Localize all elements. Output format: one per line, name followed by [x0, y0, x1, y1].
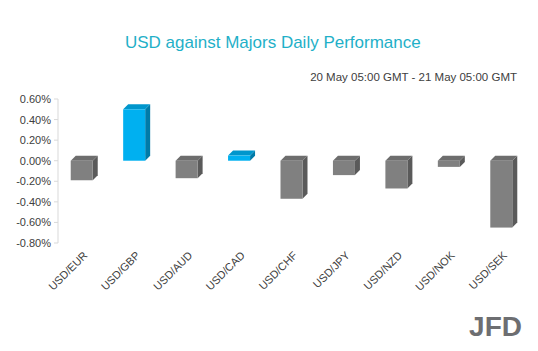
bar-top [123, 104, 150, 109]
chart: USD against Majors Daily Performance 20 M… [0, 0, 538, 351]
bar [333, 161, 355, 175]
y-tick [54, 201, 58, 202]
y-tick-label: -0.20% [16, 175, 51, 187]
y-tick [54, 119, 58, 120]
title: USD against Majors Daily Performance [125, 33, 421, 52]
y-tick [54, 243, 58, 244]
x-tick-label: USD/NZD [361, 249, 404, 292]
bar-top [71, 156, 98, 161]
bar-top [490, 156, 517, 161]
bar [438, 161, 460, 167]
bar-side [303, 156, 308, 199]
bar [228, 156, 250, 161]
x-tick-label: USD/JPY [311, 248, 353, 290]
y-tick-label: -0.60% [16, 216, 51, 228]
x-tick-label: USD/GBP [99, 249, 142, 292]
subtitle: 20 May 05:00 GMT - 21 May 05:00 GMT [310, 71, 517, 83]
bar-top [228, 151, 255, 156]
y-tick [54, 160, 58, 161]
y-tick-label: 0.20% [20, 134, 51, 146]
bar [385, 161, 407, 189]
bars [71, 104, 518, 227]
y-tick-label: -0.80% [16, 237, 51, 249]
x-tick-label: USD/AUD [151, 249, 195, 293]
bar-top [438, 156, 465, 161]
bar [176, 161, 198, 178]
bar [490, 161, 512, 228]
bar-side [407, 156, 412, 189]
bar-top [385, 156, 412, 161]
y-tick [54, 140, 58, 141]
y-tick [54, 181, 58, 182]
bar [71, 161, 93, 181]
x-tick-label: USD/CAD [203, 249, 247, 293]
bar [123, 109, 145, 160]
background [0, 0, 538, 351]
bar-top [333, 156, 360, 161]
y-tick-label: -0.40% [16, 196, 51, 208]
bar-side [145, 104, 150, 160]
bar [281, 161, 303, 199]
logo: JFD [469, 311, 522, 342]
bar-side [512, 156, 517, 228]
y-axis-line [58, 99, 59, 243]
y-tick-label: 0.60% [20, 93, 51, 105]
y-tick-label: 0.40% [20, 114, 51, 126]
y-tick [54, 222, 58, 223]
x-tick-label: USD/EUR [46, 249, 90, 293]
x-tick-label: USD/SEK [467, 248, 510, 291]
bar-top [176, 156, 203, 161]
y-tick-label: 0.00% [20, 155, 51, 167]
x-tick-label: USD/NOK [413, 248, 457, 292]
y-tick [54, 99, 58, 100]
x-tick-label: USD/CHF [256, 249, 299, 292]
bar-top [281, 156, 308, 161]
